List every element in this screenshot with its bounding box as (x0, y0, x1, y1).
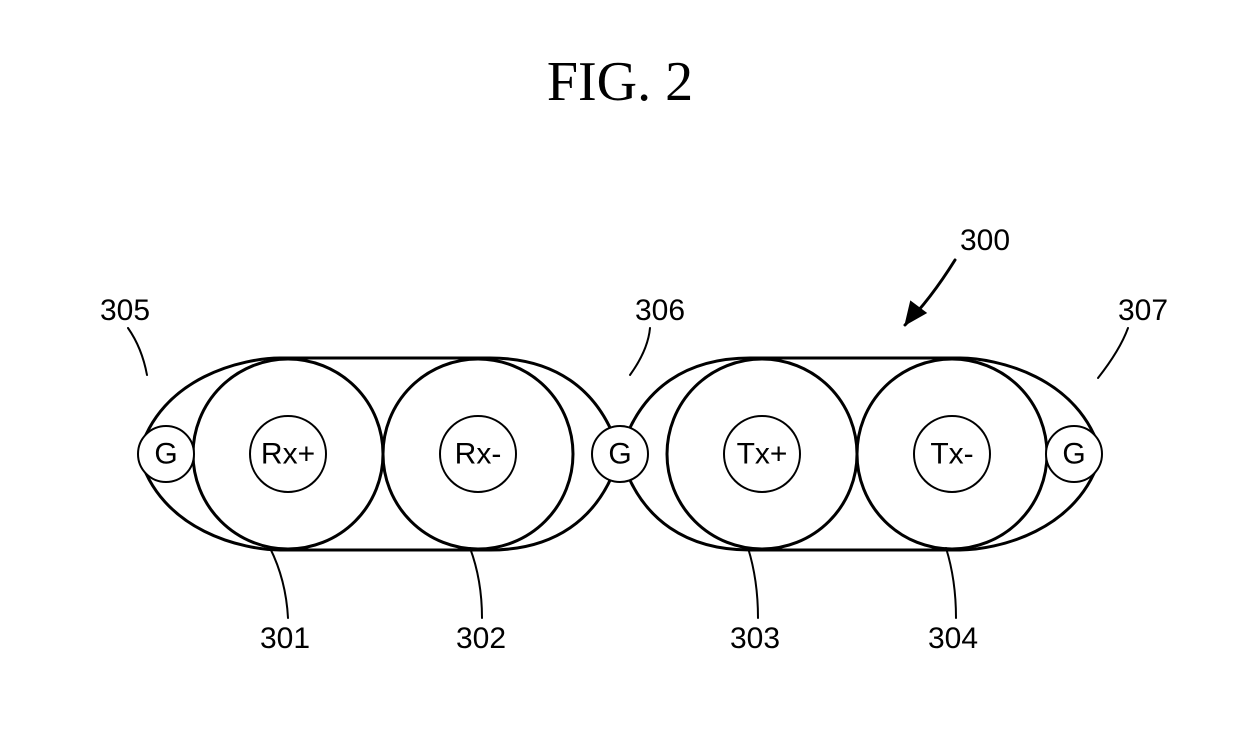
shield-outline-1 (139, 358, 620, 550)
ground-label-305: G (154, 438, 177, 471)
refnum-305: 305 (100, 294, 150, 327)
leader-302 (470, 548, 482, 618)
leader-306 (630, 328, 650, 375)
refnum-307: 307 (1118, 294, 1168, 327)
leader-301 (270, 548, 288, 618)
refnum-301: 301 (260, 622, 310, 655)
conductor-label-302: Rx- (455, 438, 502, 471)
refnum-300: 300 (960, 224, 1010, 257)
ground-label-306: G (608, 438, 631, 471)
refnum-306: 306 (635, 294, 685, 327)
refnum-303: 303 (730, 622, 780, 655)
conductor-label-303: Tx+ (737, 438, 788, 471)
figure-title: FIG. 2 (0, 50, 1240, 114)
figure-stage: Rx+Rx-Tx+Tx-GGG305306307301302303304300 … (0, 0, 1240, 737)
shield-outline-2 (620, 358, 1101, 550)
refnum-304: 304 (928, 622, 978, 655)
leader-305 (128, 328, 147, 375)
leader-304 (946, 548, 956, 618)
ground-label-307: G (1062, 438, 1085, 471)
conductor-label-304: Tx- (930, 438, 973, 471)
conductor-label-301: Rx+ (261, 438, 315, 471)
refnum-302: 302 (456, 622, 506, 655)
leader-303 (748, 548, 758, 618)
leader-307 (1098, 328, 1128, 378)
